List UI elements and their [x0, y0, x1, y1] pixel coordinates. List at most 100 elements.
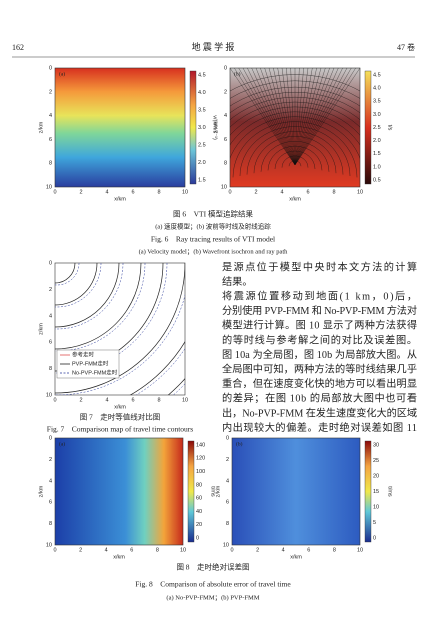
volume: 47 卷: [397, 42, 415, 52]
plot-image: [231, 437, 361, 546]
ray: [251, 67, 296, 166]
ray: [294, 67, 304, 166]
colorbar-tick-label: 120: [196, 456, 205, 462]
caption: 图 8 走时绝对误差图: [176, 562, 249, 572]
ray: [273, 67, 296, 166]
x-axis-label: x/km: [290, 554, 302, 560]
y-tick-label: 4: [226, 478, 229, 484]
panel-label: (a): [59, 440, 65, 447]
y-tick-label: 0: [49, 435, 52, 441]
x-axis-label: x/km: [114, 196, 126, 202]
body-line: 结果。: [222, 275, 253, 288]
colorbar-tick-label: 140: [196, 442, 205, 448]
ray: [294, 67, 339, 166]
ray: [294, 67, 335, 166]
x-axis-label: x/km: [114, 404, 126, 410]
y-tick-label: 2: [49, 89, 52, 95]
y-tick-label: 4: [49, 113, 52, 119]
body-line: 的等时线与参考解之间的对比及误差图。: [222, 333, 417, 346]
x-tick-label: 2: [79, 547, 82, 553]
ray: [294, 67, 348, 166]
x-tick-label: 0: [53, 547, 56, 553]
y-axis-label: z/km: [38, 485, 44, 497]
x-tick-label: 4: [105, 189, 108, 195]
x-tick-label: 4: [105, 397, 108, 403]
x-tick-label: 8: [157, 189, 160, 195]
y-tick-label: 10: [46, 542, 52, 548]
ray: [294, 67, 343, 166]
caption: 图 6 VTI 模型追踪结果: [173, 209, 253, 219]
ray: [242, 67, 296, 166]
colorbar-tick-label: 15: [373, 489, 379, 495]
ray: [294, 67, 300, 166]
x-tick-label: 10: [357, 189, 363, 195]
colorbar-tick-label: 2.5: [373, 125, 381, 131]
x-tick-label: 10: [180, 547, 186, 553]
y-tick-label: 4: [49, 478, 52, 484]
colorbar-tick-label: 1.5: [198, 177, 206, 183]
ray: [294, 67, 356, 166]
colorbar-tick-label: 5: [373, 520, 376, 526]
ray: [264, 67, 296, 166]
y-tick-label: 10: [221, 184, 227, 190]
y-tick-label: 6: [49, 137, 52, 143]
ray: [290, 67, 296, 166]
x-tick-label: 2: [254, 189, 257, 195]
x-axis-label: x/km: [113, 554, 125, 560]
y-tick-label: 4: [224, 113, 227, 119]
body-line: 全局图中可知，两种方法的等时线结果几乎: [222, 363, 417, 376]
y-tick-label: 6: [49, 500, 52, 506]
ray: [294, 67, 313, 166]
colorbar-tick-label: 40: [196, 509, 202, 515]
x-tick-label: 6: [131, 397, 134, 403]
colorbar-tick-label: 20: [196, 522, 202, 528]
subcaption: (a) Velocity model；(b) Wavefront isochro…: [139, 248, 289, 255]
x-tick-label: 8: [332, 189, 335, 195]
y-tick-label: 10: [223, 542, 229, 548]
x-tick-label: 6: [306, 189, 309, 195]
body-line: 图 10a 为全局图，图 10b 为局部放大图。从: [222, 348, 417, 361]
ray: [286, 67, 296, 166]
colorbar-tick-label: 4.5: [373, 72, 381, 78]
ray: [234, 67, 296, 166]
x-axis-label: x/km: [289, 196, 301, 202]
ray: [294, 67, 352, 166]
y-tick-label: 0: [49, 260, 52, 266]
ray: [281, 67, 296, 166]
caption: Fig. 8 Comparison of absolute error of t…: [135, 580, 291, 589]
colorbar-tick-label: 20: [373, 473, 379, 479]
body-line: 出，No-PVP-FMM 在发生速度变化大的区域: [222, 406, 417, 419]
body-line: 模型进行计算。图 10 显示了两种方法获得: [222, 319, 417, 332]
x-tick-label: 10: [182, 397, 188, 403]
panel-label: (b): [236, 440, 243, 447]
x-tick-label: 6: [131, 189, 134, 195]
y-tick-label: 2: [49, 457, 52, 463]
colorbar: [364, 440, 372, 543]
subcaption: (a) No-PVP-FMM；(b) PVP-FMM: [166, 594, 259, 601]
y-tick-label: 0: [224, 65, 227, 71]
y-tick-label: 2: [224, 89, 227, 95]
y-tick-label: 6: [224, 137, 227, 143]
colorbar-tick-label: 0.5: [373, 177, 381, 183]
colorbar-tick-label: 3.0: [373, 112, 381, 118]
x-tick-label: 10: [182, 189, 188, 195]
ray: [294, 67, 317, 166]
body-line: 是源点位于模型中央时本文方法的计算: [222, 260, 417, 273]
ray: [294, 67, 330, 166]
x-tick-label: 6: [307, 547, 310, 553]
x-tick-label: 8: [156, 547, 159, 553]
panel-label: (b): [234, 70, 241, 77]
journal-name: 地 震 学 报: [192, 41, 235, 52]
subcaption: (a) 速度模型；(b) 波前等时线及射线追踪: [155, 221, 271, 230]
colorbar-tick-label: 1.5: [373, 151, 381, 157]
x-tick-label: 2: [256, 547, 259, 553]
legend-label: PVP-FMM走时: [72, 359, 109, 367]
colorbar-label: t/ms: [387, 486, 393, 497]
colorbar-tick-label: 0: [196, 535, 199, 541]
y-tick-label: 8: [224, 161, 227, 167]
y-axis-label: z/km: [215, 485, 221, 497]
ray: [255, 67, 296, 166]
y-tick-label: 0: [226, 435, 229, 441]
